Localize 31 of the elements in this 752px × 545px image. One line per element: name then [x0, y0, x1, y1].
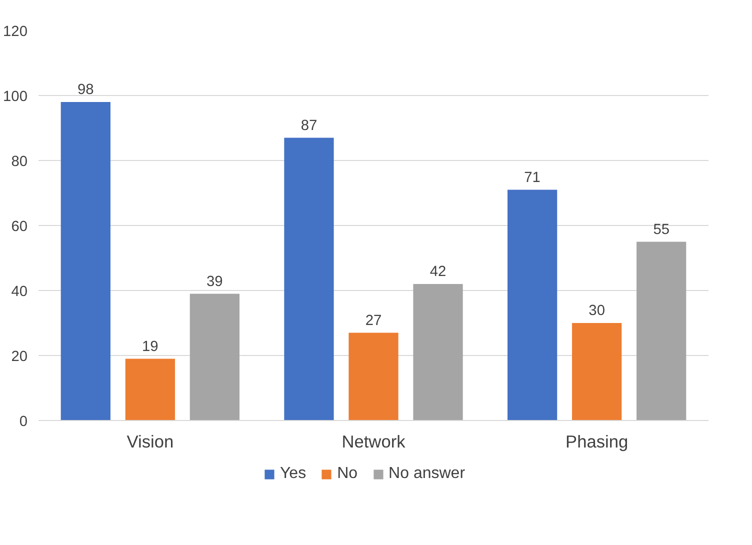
legend-label: No [337, 465, 358, 483]
y-tick-label: 40 [11, 284, 28, 300]
data-label: 19 [142, 338, 158, 355]
bar [190, 294, 240, 420]
y-tick-label: 80 [11, 154, 28, 170]
data-label: 87 [300, 118, 318, 134]
y-tick-label: 0 [19, 414, 28, 430]
bar [572, 323, 622, 420]
x-tick-label: Network [342, 432, 406, 452]
bar [508, 190, 558, 420]
bar [125, 358, 175, 420]
bar [348, 332, 398, 420]
data-label: 71 [524, 170, 540, 186]
bar [413, 284, 463, 420]
data-label: 27 [365, 312, 382, 329]
y-tick-label: 20 [11, 349, 28, 365]
bar [636, 242, 686, 420]
data-label: 98 [77, 82, 94, 98]
legend-label: Yes [280, 465, 306, 483]
bar [284, 138, 334, 420]
y-tick-label: 100 [3, 89, 28, 105]
bar [60, 102, 110, 420]
data-label: 30 [588, 303, 605, 319]
data-label: 39 [206, 274, 223, 290]
y-tick-label: 60 [11, 219, 28, 235]
x-tick-label: Vision [126, 432, 174, 452]
data-label: 42 [430, 264, 446, 280]
data-label: 55 [653, 222, 670, 238]
x-tick-label: Phasing [566, 432, 628, 452]
y-tick-label: 120 [3, 24, 28, 40]
legend-label: No answer [388, 465, 466, 483]
